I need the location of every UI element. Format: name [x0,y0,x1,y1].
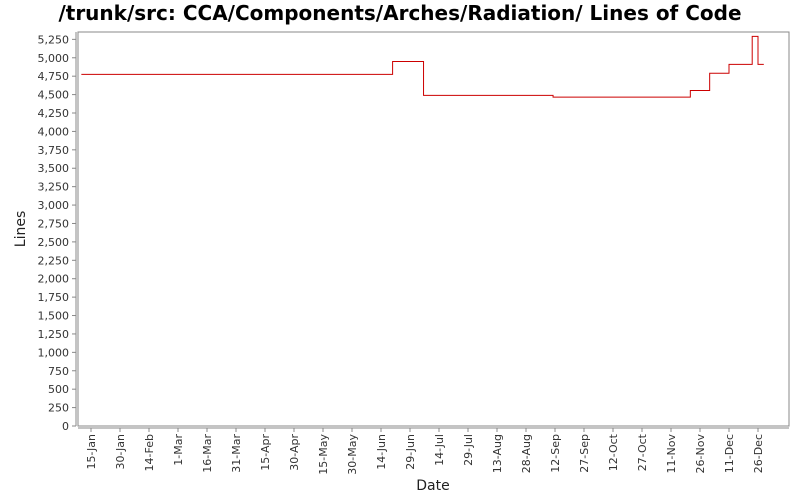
x-tick-label: 27-Oct [636,433,649,471]
x-tick-label: 29-Jun [404,434,417,470]
y-tick-label: 2,750 [38,217,70,230]
y-tick-label: 3,250 [38,181,70,194]
y-tick-label: 4,250 [38,107,70,120]
y-tick-label: 3,000 [38,199,70,212]
y-tick-label: 1,750 [38,291,70,304]
y-tick-label: 500 [48,383,69,396]
x-tick-label: 30-Jan [114,434,127,470]
x-tick-label: 1-Mar [172,434,185,466]
series-group [81,35,764,98]
x-tick-label: 30-May [346,434,359,475]
x-axis-label: Date [416,478,449,494]
y-tick-label: 3,500 [38,162,70,175]
x-tick-label: 29-Jul [462,434,475,466]
x-tick-label: 31-Mar [230,434,243,473]
y-tick-label: 1,500 [38,310,70,323]
x-tick-label: 26-Nov [694,434,707,474]
y-axis-label: Lines [13,211,29,247]
x-tick-label: 15-Jan [85,434,98,470]
y-tick-label: 2,000 [38,273,70,286]
series-line [81,35,764,98]
x-tick-label: 11-Dec [723,434,736,473]
y-tick-label: 1,000 [38,346,70,359]
x-tick-label: 14-Feb [143,434,156,471]
y-tick-label: 250 [48,402,69,415]
y-tick-label: 1,250 [38,328,70,341]
x-tick-label: 15-May [317,434,330,475]
x-tick-label: 16-Mar [201,434,214,473]
y-tick-label: 5,000 [38,52,70,65]
x-axis-ticks: 15-Jan 30-Jan 14-Feb 1-Mar 16-Mar 31-Mar 15-Ap… [85,428,765,475]
plot-area [77,31,790,427]
x-tick-label: 14-Jul [433,434,446,466]
chart-title: /trunk/src: CCA/Components/Arches/Radiat… [58,1,742,25]
y-tick-label: 4,750 [38,70,70,83]
y-axis-ticks: 0 250 500 750 1,000 1,250 1,500 1,750 2,000 2,250… [38,33,76,433]
y-tick-label: 2,500 [38,236,70,249]
x-tick-label: 12-Sep [549,434,562,473]
y-tick-label: 2,250 [38,254,70,267]
x-tick-label: 12-Oct [607,433,620,471]
y-tick-label: 4,000 [38,125,70,138]
y-tick-label: 5,250 [38,33,70,46]
y-tick-label: 0 [62,420,69,433]
x-tick-label: 30-Apr [288,434,301,471]
x-tick-label: 27-Sep [578,434,591,473]
x-tick-label: 13-Aug [491,434,504,473]
x-tick-label: 26-Dec [752,434,765,473]
x-tick-label: 14-Jun [375,434,388,470]
x-tick-label: 28-Aug [520,434,533,473]
x-tick-label: 15-Apr [259,434,272,471]
y-tick-label: 4,500 [38,89,70,102]
y-tick-label: 3,750 [38,144,70,157]
y-tick-label: 750 [48,365,69,378]
x-tick-label: 11-Nov [665,434,678,474]
